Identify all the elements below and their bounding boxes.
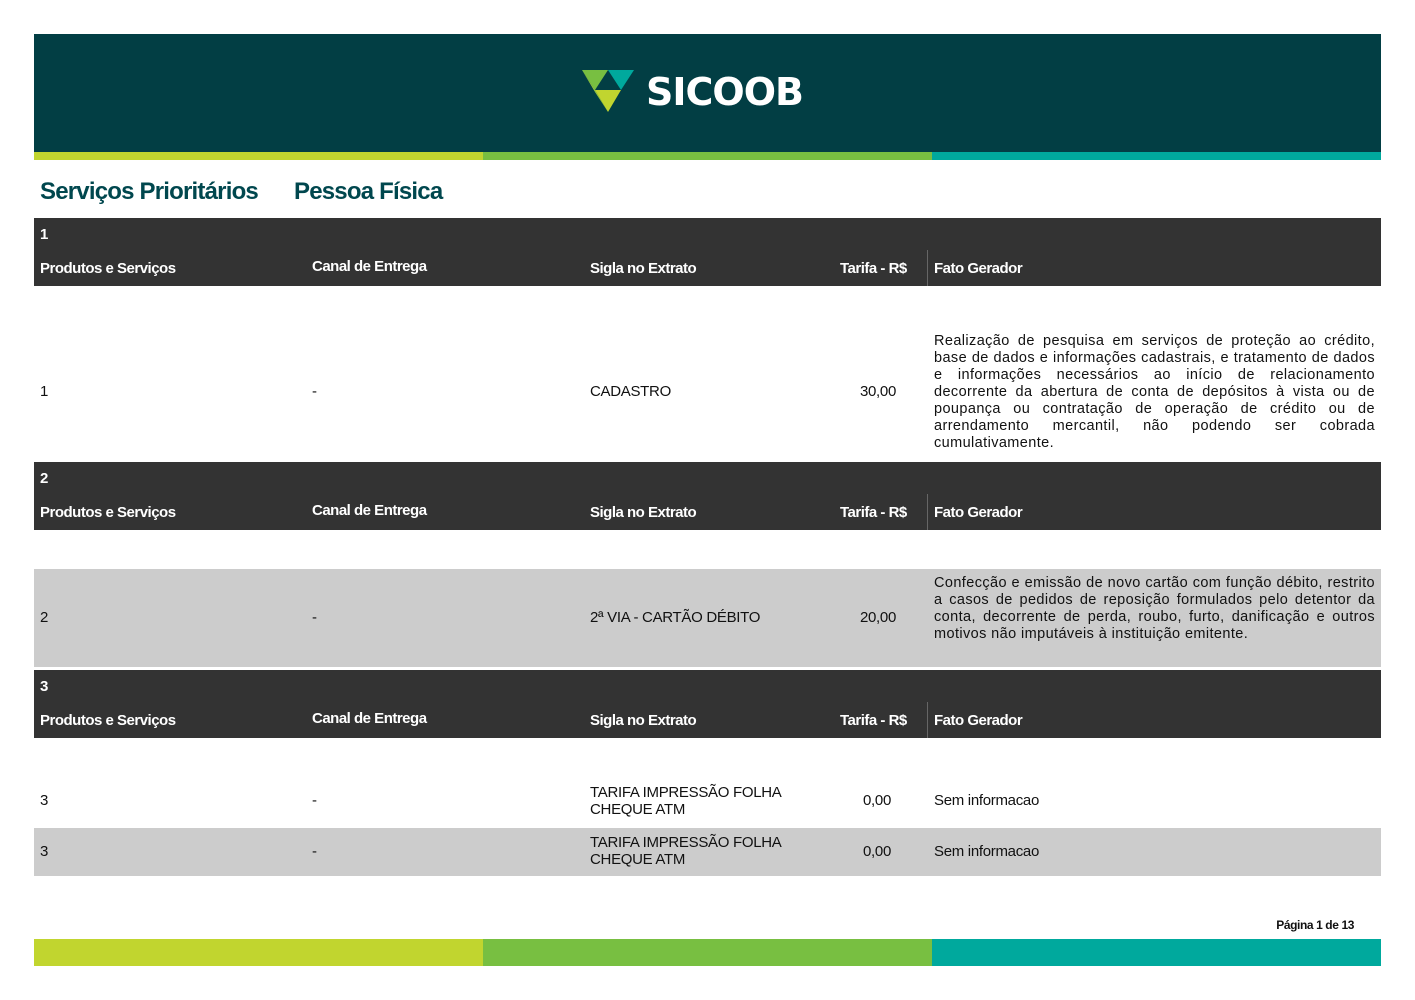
col-tarifa: Tarifa - R$: [840, 504, 907, 521]
cell-sigla: 2ª VIA - CARTÃO DÉBITO: [590, 609, 761, 626]
col-canal: Canal de Entrega: [312, 258, 427, 275]
cell-canal: -: [312, 609, 317, 626]
col-tarifa: Tarifa - R$: [840, 260, 907, 277]
cell-fato: Realização de pesquisa em serviços de pr…: [934, 333, 1375, 451]
page-number: Página 1 de 13: [1276, 918, 1354, 932]
header-banner: SICOOB: [34, 34, 1381, 152]
svg-text:SICOOB: SICOOB: [646, 70, 803, 114]
table-row: 2 - 2ª VIA - CARTÃO DÉBITO 20,00 Confecç…: [34, 569, 1381, 667]
cell-sigla: TARIFA IMPRESSÃO FOLHA CHEQUE ATM: [590, 834, 781, 868]
cell-produto: 2: [40, 609, 49, 626]
col-tarifa: Tarifa - R$: [840, 712, 907, 729]
cell-sigla: TARIFA IMPRESSÃO FOLHA CHEQUE ATM: [590, 784, 781, 818]
section-header-2: 2 Produtos e Serviços Canal de Entrega S…: [34, 462, 1381, 530]
footer-stripe-lime: [34, 939, 483, 966]
page-title: Serviços Prioritários: [40, 178, 259, 205]
col-sigla: Sigla no Extrato: [590, 504, 697, 521]
page-subtitle: Pessoa Física: [294, 178, 443, 205]
cell-tarifa: 0,00: [863, 843, 891, 860]
cell-fato: Sem informacao: [934, 792, 1040, 809]
divider: [927, 250, 928, 286]
stripe-green: [483, 152, 932, 160]
cell-fato: Confecção e emissão de novo cartão com f…: [934, 575, 1375, 642]
cell-fato: Sem informacao: [934, 843, 1040, 860]
divider: [927, 494, 928, 530]
cell-tarifa: 30,00: [859, 383, 896, 400]
section-number: 1: [40, 226, 48, 243]
table-row: 3 - TARIFA IMPRESSÃO FOLHA CHEQUE ATM 0,…: [34, 738, 1381, 828]
table-row: 3 - TARIFA IMPRESSÃO FOLHA CHEQUE ATM 0,…: [34, 828, 1381, 876]
cell-produto: 1: [40, 383, 49, 400]
col-canal: Canal de Entrega: [312, 502, 427, 519]
cell-produto: 3: [40, 792, 49, 809]
cell-sigla: CADASTRO: [590, 383, 671, 400]
footer-stripe-teal: [932, 939, 1381, 966]
col-canal: Canal de Entrega: [312, 710, 427, 727]
cell-canal: -: [312, 843, 317, 860]
sicoob-logo: SICOOB: [582, 70, 804, 114]
section-header-1: 1 Produtos e Serviços Canal de Entrega S…: [34, 218, 1381, 286]
cell-canal: -: [312, 383, 317, 400]
cell-tarifa: 20,00: [859, 609, 896, 626]
col-fato: Fato Gerador: [934, 504, 1023, 521]
cell-canal: -: [312, 792, 317, 809]
col-fato: Fato Gerador: [934, 260, 1023, 277]
section-header-3: 3 Produtos e Serviços Canal de Entrega S…: [34, 670, 1381, 738]
footer-stripe-green: [483, 939, 932, 966]
col-sigla: Sigla no Extrato: [590, 712, 697, 729]
cell-tarifa: 0,00: [863, 792, 891, 809]
table-row: 1 - CADASTRO 30,00 Realização de pesquis…: [34, 286, 1381, 462]
col-fato: Fato Gerador: [934, 712, 1023, 729]
col-produtos: Produtos e Serviços: [40, 260, 176, 277]
divider: [927, 702, 928, 738]
section-number: 3: [40, 678, 48, 695]
stripe-lime: [34, 152, 483, 160]
stripe-teal: [932, 152, 1381, 160]
cell-produto: 3: [40, 843, 49, 860]
col-produtos: Produtos e Serviços: [40, 504, 176, 521]
col-sigla: Sigla no Extrato: [590, 260, 697, 277]
col-produtos: Produtos e Serviços: [40, 712, 176, 729]
section-number: 2: [40, 470, 48, 487]
